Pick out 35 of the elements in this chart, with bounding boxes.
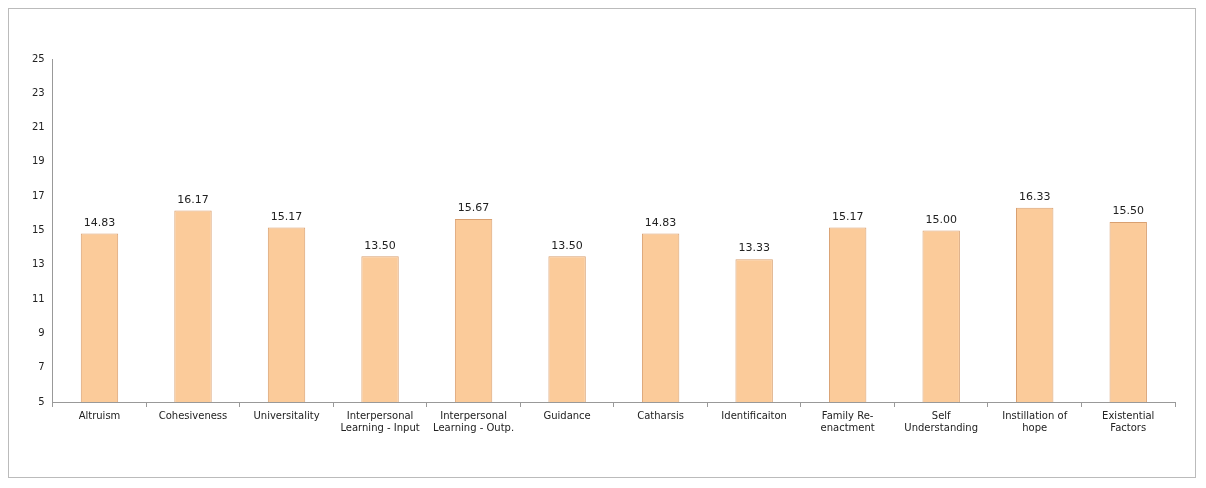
y-tick-label: 19 xyxy=(31,155,45,167)
y-tick-label: 7 xyxy=(38,361,45,373)
x-tick-label: Guidance xyxy=(543,409,591,421)
y-tick-label: 23 xyxy=(31,86,45,98)
y-tick-label: 17 xyxy=(31,189,45,201)
data-label: 16.17 xyxy=(177,192,209,206)
y-tick-label: 13 xyxy=(31,258,45,270)
x-tick-label: Family Re-enactment xyxy=(820,409,875,433)
data-label: 13.50 xyxy=(551,238,583,252)
y-tick-label: 5 xyxy=(38,395,45,407)
x-tick-label: Self Understanding xyxy=(904,409,979,433)
data-label: 15.50 xyxy=(1112,204,1144,218)
x-tick-label: Universitality xyxy=(253,409,320,421)
data-label: 16.33 xyxy=(1018,190,1051,204)
data-label: 14.83 xyxy=(83,215,116,229)
data-label: 15.17 xyxy=(831,209,864,223)
data-label: 15.00 xyxy=(925,212,957,226)
data-label: 15.17 xyxy=(270,209,303,223)
data-label: 14.83 xyxy=(644,215,677,229)
y-tick-label: 21 xyxy=(31,121,45,133)
y-tick-label: 11 xyxy=(31,292,45,304)
data-label: 13.33 xyxy=(738,241,770,255)
x-tick-label: Existential Factors xyxy=(1102,409,1155,433)
data-label: 13.50 xyxy=(364,238,396,252)
y-tick-label: 25 xyxy=(31,52,45,64)
y-tick-label: 15 xyxy=(31,224,45,236)
x-tick-label: Interpersonal Learning - Outp. xyxy=(433,409,515,433)
y-tick-label: 9 xyxy=(38,326,45,338)
data-label: 15.67 xyxy=(457,201,490,215)
x-tick-label: Cohesiveness xyxy=(158,409,228,421)
x-tick-label: Altruism xyxy=(78,409,121,421)
x-tick-label: Interpersonal Learning - Input xyxy=(340,409,420,433)
x-tick-label: Instillation of hope xyxy=(1002,409,1068,433)
x-tick-label: Identificaiton xyxy=(721,409,787,421)
x-tick-label: Catharsis xyxy=(637,409,685,421)
